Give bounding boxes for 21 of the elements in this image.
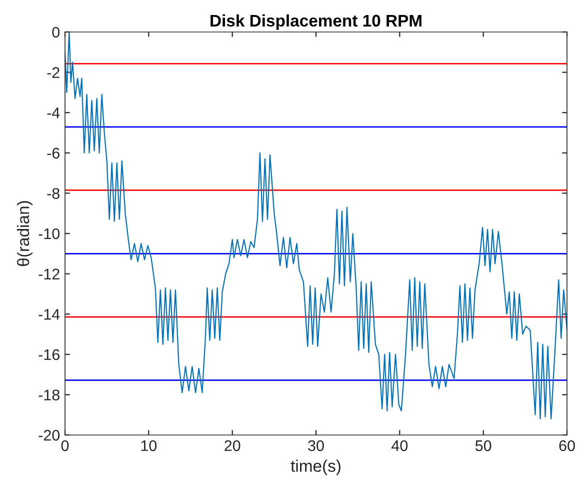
x-tick-label: 40 <box>392 440 408 452</box>
y-tick-label: -10 <box>38 228 60 240</box>
y-tick-label: -20 <box>38 430 60 441</box>
y-tick-label: 0 <box>52 26 60 38</box>
y-tick-label: -12 <box>38 268 60 280</box>
x-axis-title: time(s) <box>290 460 340 476</box>
y-axis-title: θ(radian) <box>16 201 32 266</box>
x-tick-label: 10 <box>141 440 157 452</box>
chart-title: Disk Displacement 10 RPM <box>210 14 422 30</box>
y-tick-label: -16 <box>38 349 60 360</box>
y-tick-label: -2 <box>47 67 60 78</box>
y-tick-label: -6 <box>47 148 60 159</box>
x-tick-label: 0 <box>61 440 69 452</box>
x-tick-label: 50 <box>475 440 492 452</box>
y-tick-label: -4 <box>47 108 60 118</box>
y-tick-label: -8 <box>47 188 60 199</box>
y-tick-label: -18 <box>38 390 60 400</box>
x-tick-label: 30 <box>308 440 324 452</box>
y-tick-label: -14 <box>38 309 60 320</box>
x-tick-label: 20 <box>224 440 240 452</box>
x-tick-label: 60 <box>559 440 575 452</box>
